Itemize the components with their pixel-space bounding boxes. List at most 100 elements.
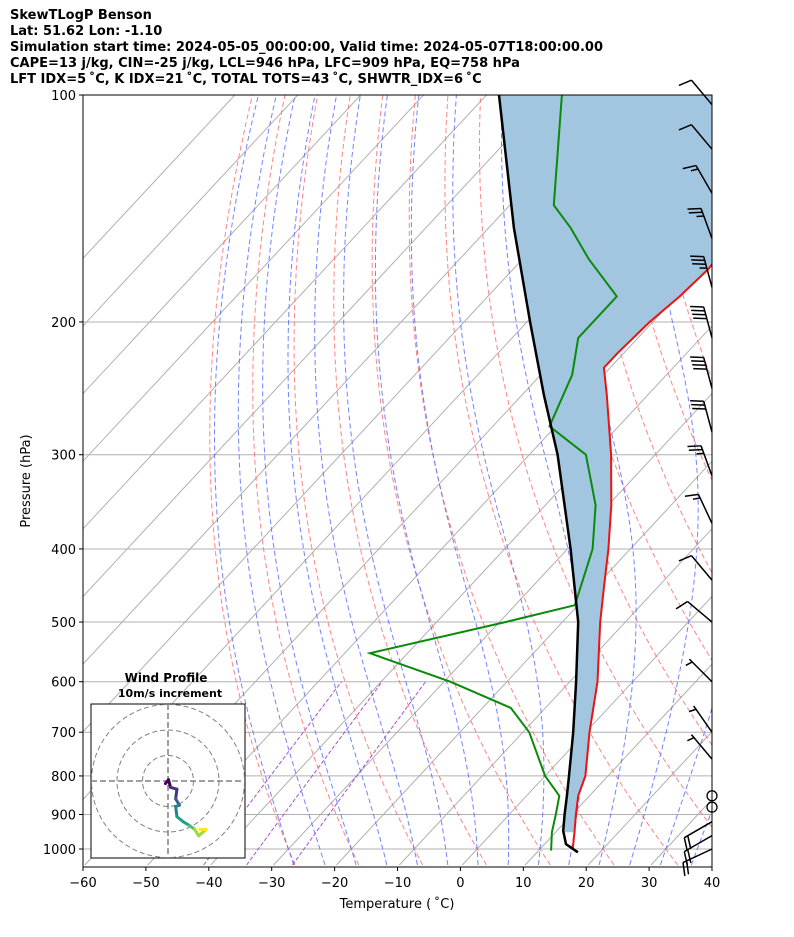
wind-barb-full [678,123,692,131]
dry-adiabat-line [444,95,679,866]
moist-adiabat-line [262,95,357,866]
profiles [366,95,712,854]
dry-adiabat-line [408,95,615,866]
moist-adiabat-line [410,95,510,866]
y-tick-label: 1000 [43,843,76,858]
wind-barb-staff [683,834,713,853]
y-axis-label: Pressure (hPa) [19,434,34,527]
header-title: SkewTLogP Benson [10,8,152,23]
parcel-profile-line [497,95,580,854]
wind-barb-half [699,267,707,269]
dry-adiabat-line [708,95,712,118]
isotherm-line [147,257,712,866]
wind-barb-half [688,708,697,713]
wind-barb [682,164,713,194]
wind-barb-full [688,448,703,452]
wind-barb-staff [690,79,713,106]
wind-barb-half [696,452,704,455]
wind-barb-staff [688,658,713,683]
moist-adiabat-line [343,95,449,866]
isotherm-line [336,460,712,866]
wind-barb-full [691,403,705,406]
wind-barb-half [685,661,693,667]
dry-adiabat-line [774,95,794,865]
wind-barb-full [688,211,703,214]
dry-adiabat-line [478,95,712,829]
wind-barb [687,445,713,477]
isotherm-line [399,528,712,866]
x-tick-label: 40 [704,876,721,891]
x-tick-label: 30 [641,876,658,891]
header-times: Simulation start time: 2024-05-05_00:00:… [10,40,603,55]
wind-barb [683,834,713,866]
wind-barb [690,255,713,288]
isotherm-line [83,95,424,462]
y-tick-label: 800 [51,770,76,785]
wind-barb-staff [702,256,713,288]
mixing-ratio-line [292,681,427,866]
dry-adiabat-line [741,95,794,865]
isotherm-line [83,95,236,260]
x-tick-label: −30 [258,876,285,891]
header-indices-1: CAPE=13 j/kg, CIN=-25 j/kg, LCL=946 hPa,… [10,56,520,71]
wind-barb-full [683,837,689,852]
moist-adiabat-line [374,95,479,865]
wind-barb-staff [702,357,713,389]
x-axis-label: Temperature ( ˚C) [339,896,455,912]
header-location: Lat: 51.62 Lon: -1.10 [10,24,163,39]
temperature-profile-line [571,262,712,854]
wind-barb-full [693,367,707,370]
moist-adiabat-line [214,95,295,866]
wind-barb-full [692,407,706,410]
wind-barb [678,554,713,581]
hodograph-title: Wind Profile [125,671,208,685]
x-tick-label: 20 [578,876,595,891]
calm-wind-barb [706,801,718,813]
x-tick-label: −40 [195,876,222,891]
wind-barb-full [693,317,707,320]
hodograph-inset: Wind Profile 10m/s increment [90,671,246,859]
wind-barb-half [690,168,699,172]
wind-barb-half [696,215,704,218]
moist-adiabat-line [500,95,587,866]
isotherm-line [83,95,550,598]
y-tick-label: 900 [51,808,76,823]
x-tick-label: −50 [132,876,159,891]
wind-barb-full [692,263,706,266]
isotherm-line [83,95,613,665]
wind-barb-full [691,309,705,312]
wind-barb-staff [702,306,713,339]
wind-barb [690,399,713,433]
y-tick-label: 200 [51,316,76,331]
wind-barb-full [683,851,689,866]
wind-barb-full [691,360,705,363]
dry-adiabat-line [610,95,712,482]
dewpoint-profile-line [366,95,619,851]
y-tick-label: 100 [51,89,76,104]
axis-ticks: −60 −50 −40 −30 −20 −10 0 10 20 30 40 100 200 300 400 5… [43,89,720,891]
wind-barbs [675,79,718,877]
y-tick-label: 400 [51,543,76,558]
wind-barb-staff [682,848,713,864]
wind-barb [678,79,713,106]
dry-adiabat-line [209,95,296,866]
hodograph-subtitle: 10m/s increment [118,687,222,700]
wind-barb-staff [690,734,713,760]
wind-barb-full [682,164,697,170]
moist-adiabat-line [690,808,712,866]
x-tick-label: −60 [69,876,96,891]
wind-barb [687,207,713,239]
wind-barb-full [687,835,692,850]
wind-barb-full [692,364,706,366]
isotherm-line [83,95,487,530]
moist-adiabat-line [237,95,326,866]
dry-adiabat-line [333,95,487,866]
wind-barb-full [682,862,686,877]
isotherm-line [714,95,794,865]
wind-barb-full [687,849,692,864]
isotherm-line [83,95,299,327]
cape-fill [499,95,712,833]
wind-barb-full [678,79,692,87]
wind-barb-staff [693,705,713,733]
